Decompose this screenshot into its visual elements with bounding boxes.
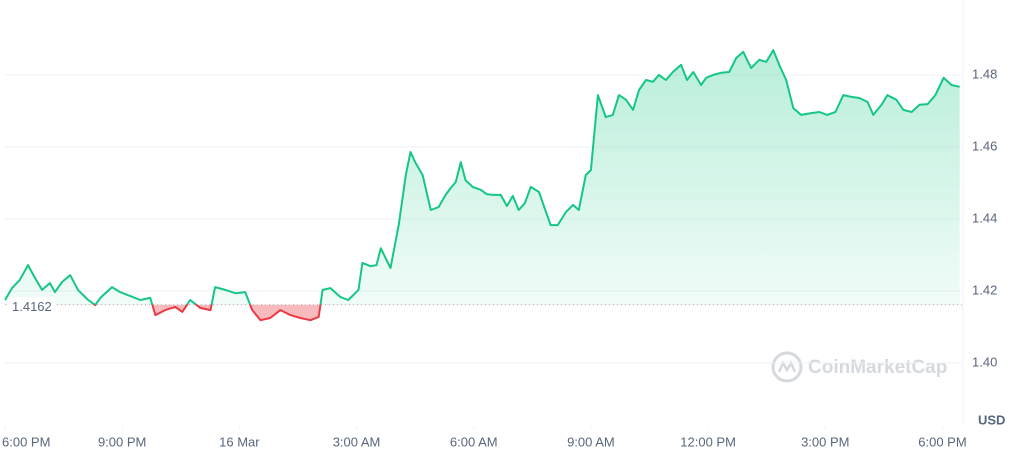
x-tick-label: 12:00 PM (680, 434, 736, 449)
x-tick-label: 6:00 AM (450, 434, 498, 449)
y-tick-label: 1.46 (972, 138, 997, 153)
x-tick-label: 9:00 AM (567, 434, 615, 449)
y-tick-label: 1.44 (972, 210, 997, 225)
y-tick-label: 1.40 (972, 354, 997, 369)
x-tick-label: 6:00 PM (2, 434, 50, 449)
baseline-label: 1.4162 (12, 299, 52, 314)
y-tick-label: 1.48 (972, 66, 997, 81)
watermark-text: CoinMarketCap (808, 357, 947, 378)
baseline-label-bg (8, 297, 56, 317)
y-tick-label: 1.42 (972, 282, 997, 297)
x-tick-label: 16 Mar (219, 434, 260, 449)
x-tick-label: 3:00 AM (333, 434, 381, 449)
x-tick-label: 9:00 PM (98, 434, 146, 449)
y-unit-label: USD (978, 412, 1005, 427)
price-area (5, 50, 960, 321)
watermark: CoinMarketCap (771, 351, 947, 383)
price-line (4, 49, 960, 322)
x-tick-label: 3:00 PM (801, 434, 849, 449)
x-tick-label: 6:00 PM (918, 434, 966, 449)
